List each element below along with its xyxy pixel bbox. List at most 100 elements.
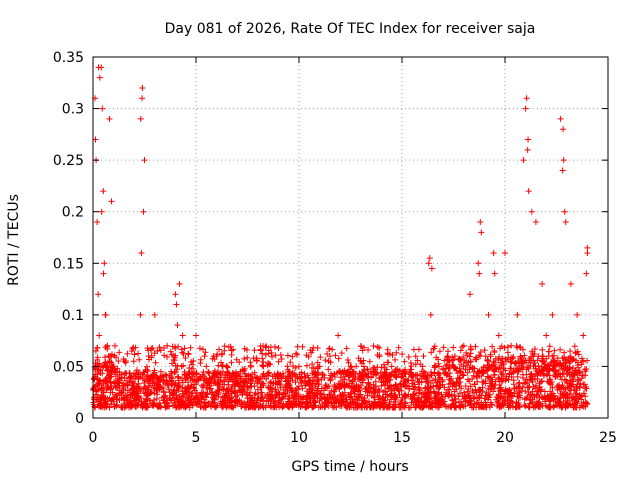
- data-point: [497, 359, 504, 366]
- data-point: [489, 343, 496, 350]
- data-point: [439, 366, 446, 373]
- data-point: [135, 350, 142, 357]
- data-point: [532, 385, 539, 392]
- data-point: [562, 219, 569, 226]
- data-point: [221, 381, 228, 388]
- data-point: [520, 374, 527, 381]
- data-point: [275, 389, 282, 396]
- data-point: [370, 394, 377, 401]
- data-point: [560, 157, 567, 164]
- data-point: [495, 374, 502, 381]
- data-point: [352, 374, 359, 381]
- y-tick-label: 0.3: [62, 102, 84, 118]
- data-point: [399, 368, 405, 375]
- data-point: [128, 373, 135, 380]
- data-point: [219, 368, 226, 375]
- data-point: [504, 344, 511, 351]
- data-point: [284, 366, 291, 373]
- data-point: [100, 389, 107, 396]
- data-point: [484, 367, 491, 374]
- data-point: [557, 115, 564, 122]
- data-point: [409, 396, 416, 403]
- data-point: [574, 359, 581, 366]
- data-point: [514, 373, 521, 380]
- data-point: [304, 372, 311, 379]
- data-point: [101, 260, 108, 267]
- data-point: [420, 373, 427, 380]
- data-point: [577, 380, 584, 387]
- data-point: [420, 404, 427, 411]
- data-point: [211, 371, 218, 378]
- data-point: [529, 399, 536, 406]
- data-point: [471, 400, 478, 407]
- data-point: [579, 357, 586, 364]
- data-point: [91, 383, 98, 390]
- data-point: [378, 382, 385, 389]
- data-point: [559, 403, 566, 410]
- data-point: [518, 356, 525, 363]
- data-point: [364, 392, 371, 399]
- data-point: [538, 377, 545, 384]
- data-point: [271, 402, 278, 409]
- data-point: [566, 390, 573, 397]
- data-point: [321, 374, 328, 381]
- data-point: [95, 379, 102, 386]
- data-point: [549, 365, 556, 372]
- data-point: [312, 369, 319, 376]
- data-point: [333, 396, 340, 403]
- data-point: [104, 395, 111, 402]
- data-point: [539, 353, 546, 360]
- data-point: [275, 358, 282, 365]
- data-point: [571, 343, 578, 350]
- data-point: [330, 388, 337, 395]
- data-point: [210, 380, 217, 387]
- data-point: [214, 368, 221, 375]
- data-point: [148, 389, 155, 396]
- data-point: [282, 390, 289, 397]
- data-point: [113, 384, 120, 391]
- data-point: [170, 387, 177, 394]
- data-point: [298, 373, 305, 380]
- data-point: [412, 404, 419, 411]
- data-point: [311, 402, 318, 409]
- data-point: [368, 368, 375, 375]
- data-point: [186, 404, 193, 411]
- data-point: [100, 364, 107, 371]
- data-point: [201, 377, 208, 384]
- data-point: [530, 392, 537, 399]
- data-point: [346, 372, 353, 379]
- data-point: [260, 371, 267, 378]
- data-point: [234, 379, 241, 386]
- data-point: [584, 249, 591, 256]
- data-point: [441, 384, 448, 391]
- data-point: [168, 377, 175, 384]
- data-point: [326, 398, 333, 405]
- data-point: [128, 347, 135, 354]
- data-point: [275, 372, 282, 379]
- data-point: [557, 346, 564, 353]
- data-point: [343, 371, 350, 378]
- data-point: [546, 372, 553, 379]
- data-point: [104, 401, 111, 408]
- data-point: [94, 387, 101, 394]
- data-point: [119, 404, 126, 411]
- data-point: [518, 362, 525, 369]
- data-point: [121, 370, 128, 377]
- data-point: [504, 394, 511, 401]
- data-point: [241, 365, 248, 372]
- data-point: [294, 373, 301, 380]
- data-point: [462, 402, 469, 409]
- data-point: [124, 350, 131, 357]
- data-point: [428, 369, 435, 376]
- data-point: [443, 371, 450, 378]
- data-point: [331, 403, 338, 410]
- y-tick-label: 0.35: [53, 50, 84, 66]
- data-point: [348, 404, 355, 411]
- data-point: [452, 402, 459, 409]
- data-point: [435, 389, 442, 396]
- data-point: [462, 394, 469, 401]
- data-point: [573, 387, 580, 394]
- data-point: [201, 353, 208, 360]
- data-point: [449, 396, 456, 403]
